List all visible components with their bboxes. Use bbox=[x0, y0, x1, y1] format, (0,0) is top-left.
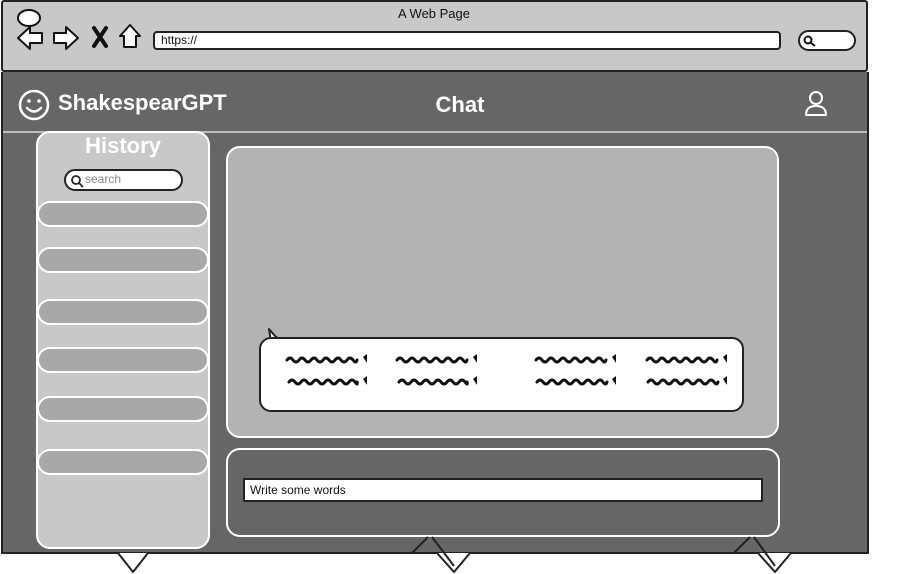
history-search-input[interactable] bbox=[64, 169, 183, 191]
header-divider bbox=[3, 131, 867, 133]
window-title: A Web Page bbox=[397, 6, 471, 21]
history-item[interactable] bbox=[37, 396, 209, 422]
history-item[interactable] bbox=[37, 449, 209, 475]
smiley-face-icon bbox=[18, 89, 50, 121]
url-bar[interactable]: https:// bbox=[153, 31, 781, 50]
message-input[interactable]: Write some words bbox=[243, 478, 763, 502]
app-title[interactable]: ShakespearGPT bbox=[58, 90, 227, 115]
history-heading: History bbox=[85, 133, 161, 158]
history-item[interactable] bbox=[37, 347, 209, 373]
frame-bottom-notches bbox=[96, 536, 792, 573]
history-item[interactable] bbox=[37, 201, 209, 227]
history-item[interactable] bbox=[37, 299, 209, 325]
magnifier-icon bbox=[803, 35, 816, 47]
user-icon[interactable] bbox=[803, 90, 829, 118]
history-search-placeholder: search bbox=[85, 172, 122, 186]
back-arrow-icon[interactable] bbox=[17, 26, 43, 50]
page-title: Chat bbox=[435, 92, 485, 117]
chat-message-bubble bbox=[259, 337, 744, 412]
history-panel bbox=[36, 131, 210, 549]
close-x-icon[interactable] bbox=[92, 26, 108, 48]
profile-circle-icon bbox=[17, 9, 41, 27]
browser-search-button[interactable] bbox=[798, 30, 856, 51]
forward-arrow-icon[interactable] bbox=[53, 26, 79, 50]
home-icon[interactable] bbox=[119, 24, 141, 48]
scribbled-message-text bbox=[285, 354, 727, 386]
browser-nav-icons bbox=[17, 9, 141, 50]
search-icon bbox=[71, 175, 84, 188]
history-item[interactable] bbox=[37, 247, 209, 273]
